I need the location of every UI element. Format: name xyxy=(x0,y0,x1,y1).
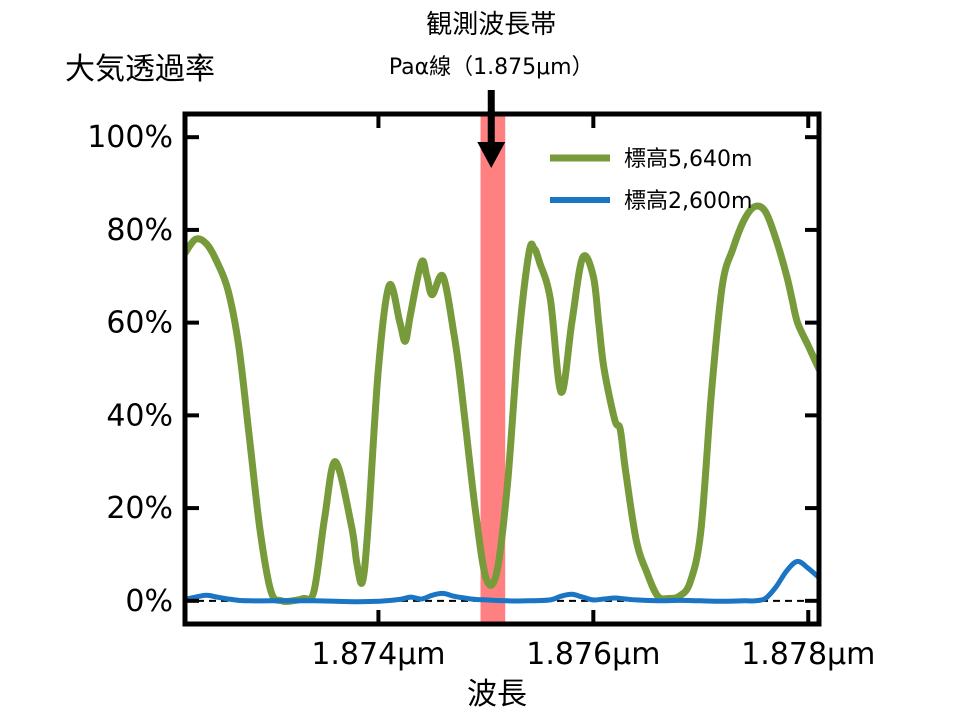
y-axis-title: 大気透過率 xyxy=(65,52,215,87)
down-arrow-icon xyxy=(477,90,506,168)
x-tick-label: 1.876μm xyxy=(526,637,660,672)
annotation-title: 観測波長帯 xyxy=(426,10,556,40)
x-tick-label: 1.874μm xyxy=(311,637,445,672)
annotation-subtitle: Paα線（1.875μm） xyxy=(389,55,594,80)
legend-label: 標高5,640m xyxy=(624,147,752,172)
x-axis-title: 波長 xyxy=(467,677,527,712)
legend: 標高5,640m 標高2,600m xyxy=(550,147,752,214)
y-tick-label: 0% xyxy=(125,584,173,619)
series-layer xyxy=(185,202,819,606)
plot-frame xyxy=(182,111,822,627)
legend-label: 標高2,600m xyxy=(624,189,752,214)
y-tick-label: 40% xyxy=(106,398,173,433)
y-tick-label: 100% xyxy=(87,120,173,155)
y-tick-label: 20% xyxy=(106,491,173,526)
x-tick-label: 1.878μm xyxy=(741,637,875,672)
series-line-2 xyxy=(185,558,819,605)
x-axis-ticks: 1.874μm 1.876μm 1.878μm xyxy=(311,114,875,672)
y-axis-ticks: 0% 20% 40% 60% 80% 100% xyxy=(87,120,819,619)
y-tick-label: 80% xyxy=(106,213,173,248)
y-tick-label: 60% xyxy=(106,306,173,341)
